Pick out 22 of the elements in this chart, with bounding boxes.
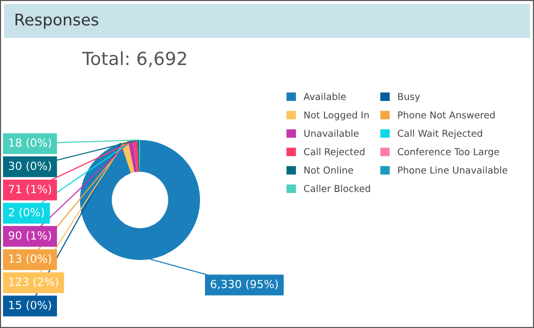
legend-label: Conference Too Large <box>398 148 500 158</box>
chart-subtitle: Total: 6,692 <box>82 51 186 68</box>
legend-label: Phone Not Answered <box>398 111 495 118</box>
legend-label: Available <box>304 92 346 100</box>
legend-label: Not Online <box>304 166 354 174</box>
data-label: 15 (0%) <box>9 300 52 311</box>
data-label: 30 (0%) <box>8 161 52 172</box>
legend-label: Unavailable <box>304 130 359 137</box>
legend-label: Not Logged In <box>304 111 369 120</box>
data-label: 123 (2%) <box>9 277 58 288</box>
data-label: 90 (1%) <box>8 231 52 241</box>
legend-label: Busy <box>398 93 420 102</box>
legend-label: Phone Line Unavailable <box>398 166 508 174</box>
legend-label: Call Rejected <box>304 148 364 158</box>
data-label: 13 (0%) <box>9 254 52 264</box>
legend-label: Caller Blocked <box>304 184 370 192</box>
data-label: 18 (0%) <box>9 138 52 148</box>
data-label: 6,330 (95%) <box>210 280 278 290</box>
legend-label: Call Wait Rejected <box>398 130 482 139</box>
data-label: 71 (1%) <box>8 184 52 195</box>
data-label: 2 (0%) <box>8 208 44 218</box>
chart-title: Responses <box>16 14 98 29</box>
